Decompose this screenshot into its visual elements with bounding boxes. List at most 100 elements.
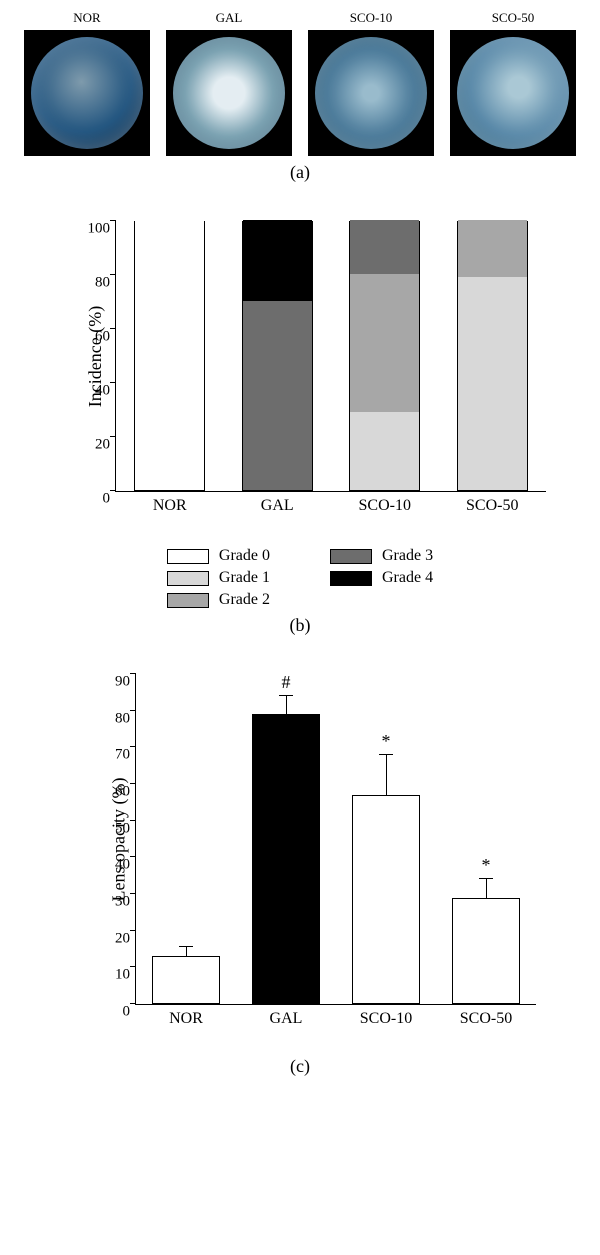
legend-swatch: [330, 549, 372, 564]
y-tick-label: 0: [103, 491, 117, 508]
opacity-bar: [252, 714, 320, 1004]
error-cap: [379, 754, 393, 755]
y-tick-mark: [110, 220, 116, 221]
lens-sample: SCO-50: [449, 10, 577, 156]
legend-swatch: [167, 593, 209, 608]
y-tick-mark: [130, 893, 136, 894]
y-tick-mark: [130, 930, 136, 931]
y-tick-label: 70: [115, 747, 136, 764]
incidence-segment: [458, 277, 527, 490]
y-tick-label: 80: [115, 710, 136, 727]
error-bar: [486, 879, 487, 897]
y-tick-mark: [110, 436, 116, 437]
y-tick-label: 20: [95, 437, 116, 454]
panel-c: 0102030405060708090NORGALSCO-10SCO-50#**…: [35, 664, 565, 1050]
significance-annotation: *: [482, 855, 491, 876]
legend-label: Grade 3: [382, 547, 433, 565]
lens-label: GAL: [216, 10, 243, 26]
incidence-segment: [243, 220, 312, 301]
y-tick-label: 100: [88, 221, 117, 238]
y-tick-mark: [130, 1003, 136, 1004]
x-tick-label: NOR: [169, 1004, 203, 1028]
incidence-segment: [243, 301, 312, 490]
y-tick-mark: [130, 820, 136, 821]
y-tick-mark: [130, 783, 136, 784]
legend-swatch: [167, 549, 209, 564]
y-tick-label: 90: [115, 674, 136, 691]
incidence-y-label: Incidence (%): [85, 306, 106, 407]
legend-item: Grade 2: [167, 591, 270, 609]
error-cap: [479, 878, 493, 879]
x-tick-label: SCO-50: [466, 491, 518, 515]
y-tick-label: 0: [123, 1004, 137, 1021]
error-cap: [279, 695, 293, 696]
y-tick-mark: [130, 710, 136, 711]
y-tick-mark: [130, 966, 136, 967]
incidence-bar: [242, 221, 313, 491]
opacity-bar: [452, 898, 520, 1004]
y-tick-label: 80: [95, 275, 116, 292]
x-tick-label: NOR: [153, 491, 187, 515]
lens-sample: GAL: [165, 10, 293, 156]
lens-label: NOR: [73, 10, 100, 26]
legend-label: Grade 0: [219, 547, 270, 565]
lens-image: [450, 30, 576, 156]
x-tick-label: SCO-50: [460, 1004, 512, 1028]
figure-root: NOR GAL SCO-10 SCO-50 (a) 020406080100NORGA…: [0, 0, 600, 1087]
opacity-bar: [152, 956, 220, 1004]
lens-image: [308, 30, 434, 156]
caption-a: (a): [290, 162, 310, 183]
y-tick-mark: [110, 382, 116, 383]
error-bar: [286, 696, 287, 714]
y-tick-mark: [130, 856, 136, 857]
x-tick-label: SCO-10: [360, 1004, 412, 1028]
error-bar: [186, 947, 187, 956]
incidence-segment: [458, 220, 527, 277]
lens-sample: NOR: [23, 10, 151, 156]
incidence-segment: [350, 274, 419, 412]
legend-item: Grade 0: [167, 547, 270, 565]
opacity-plot-area: 0102030405060708090NORGALSCO-10SCO-50#**: [135, 674, 536, 1005]
lens-image: [24, 30, 150, 156]
caption-c: (c): [290, 1056, 310, 1077]
panel-b: 020406080100NORGALSCO-10SCO-50 Incidence …: [25, 211, 575, 533]
x-tick-label: GAL: [261, 491, 294, 515]
incidence-segment: [135, 220, 204, 490]
y-tick-mark: [110, 328, 116, 329]
incidence-bar: [457, 221, 528, 491]
incidence-segment: [350, 220, 419, 274]
legend-label: Grade 2: [219, 591, 270, 609]
legend-label: Grade 1: [219, 569, 270, 587]
lens-label: SCO-50: [492, 10, 535, 26]
lens-image: [166, 30, 292, 156]
incidence-plot-area: 020406080100NORGALSCO-10SCO-50: [115, 221, 546, 492]
y-tick-mark: [130, 746, 136, 747]
significance-annotation: *: [382, 731, 391, 752]
legend-swatch: [167, 571, 209, 586]
y-tick-mark: [130, 673, 136, 674]
incidence-bar: [349, 221, 420, 491]
panel-a: NOR GAL SCO-10 SCO-50: [23, 10, 577, 156]
incidence-bar: [134, 221, 205, 491]
y-tick-label: 10: [115, 967, 136, 984]
error-bar: [386, 755, 387, 795]
opacity-y-label: Lens opacity (%): [108, 778, 129, 902]
opacity-bar: [352, 795, 420, 1004]
y-tick-mark: [110, 274, 116, 275]
x-tick-label: GAL: [270, 1004, 303, 1028]
y-tick-mark: [110, 490, 116, 491]
error-cap: [179, 946, 193, 947]
legend-label: Grade 4: [382, 569, 433, 587]
y-tick-label: 20: [115, 930, 136, 947]
legend-item: Grade 3: [330, 547, 433, 565]
legend-item: Grade 4: [330, 569, 433, 587]
legend-swatch: [330, 571, 372, 586]
lens-sample: SCO-10: [307, 10, 435, 156]
significance-annotation: #: [282, 672, 291, 693]
lens-label: SCO-10: [350, 10, 393, 26]
incidence-segment: [350, 412, 419, 490]
caption-b: (b): [290, 615, 311, 636]
x-tick-label: SCO-10: [359, 491, 411, 515]
legend-item: Grade 1: [167, 569, 270, 587]
panel-b-legend: Grade 0 Grade 1 Grade 2 Grade 3 Grade 4: [167, 547, 433, 609]
